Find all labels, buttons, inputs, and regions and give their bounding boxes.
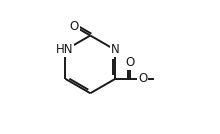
Text: HN: HN: [56, 43, 73, 56]
Text: O: O: [69, 20, 79, 33]
Text: N: N: [111, 43, 120, 56]
Text: O: O: [125, 56, 134, 69]
Text: O: O: [138, 72, 147, 85]
